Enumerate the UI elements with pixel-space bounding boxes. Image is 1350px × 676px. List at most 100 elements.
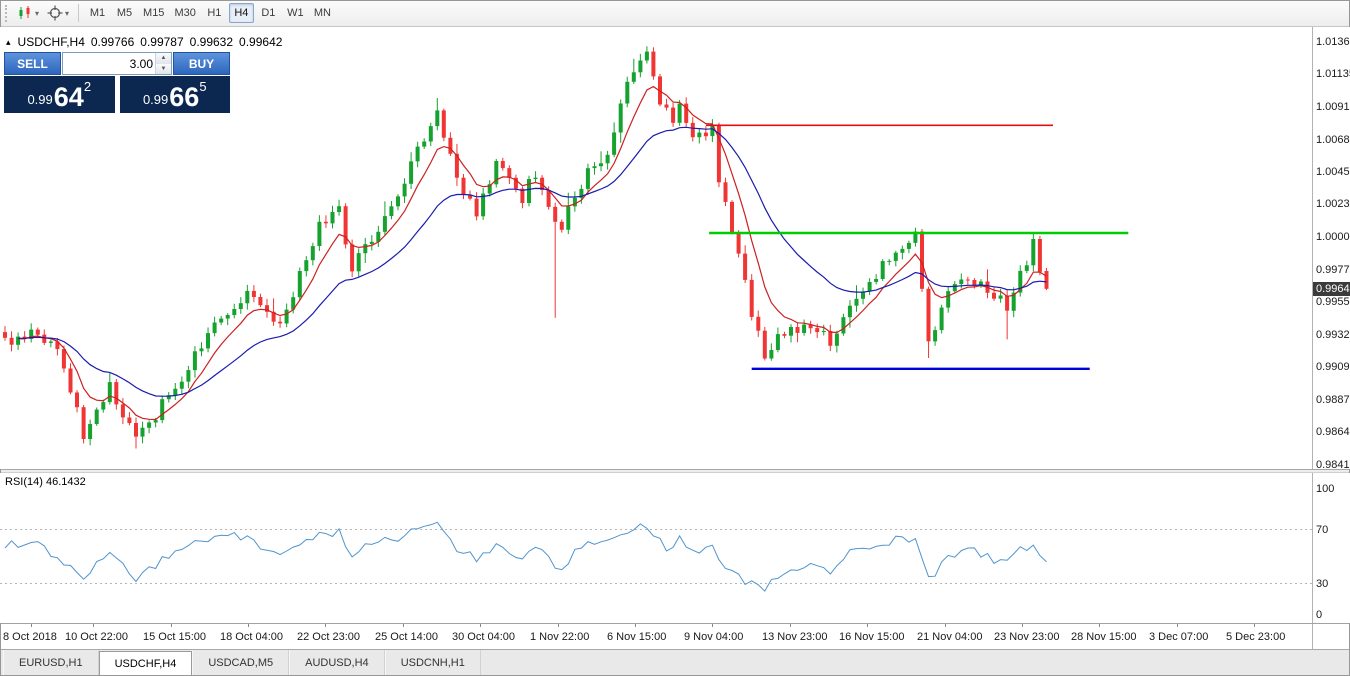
chart-tab-usdcnh-h1[interactable]: USDCNH,H1	[385, 650, 481, 676]
time-tick	[1177, 624, 1178, 627]
price-pane: ▴ USDCHF,H4 0.99766 0.99787 0.99632 0.99…	[0, 27, 1350, 469]
toolbar-separator	[78, 4, 79, 22]
time-tick	[1099, 624, 1100, 627]
price-tick: 1.00910	[1316, 101, 1350, 113]
chart-window: ▴ USDCHF,H4 0.99766 0.99787 0.99632 0.99…	[0, 27, 1350, 649]
rsi-tick: 0	[1316, 609, 1322, 621]
rsi-plot[interactable]: RSI(14) 46.1432	[0, 473, 1312, 623]
volume-up-icon[interactable]: ▲	[156, 53, 171, 64]
time-label: 8 Oct 2018	[3, 631, 57, 643]
sell-price-pip: 2	[84, 79, 91, 94]
price-axis[interactable]: 0.99642 1.013601.011351.009101.006801.00…	[1312, 27, 1350, 469]
rsi-axis[interactable]: 10070300	[1312, 473, 1350, 623]
chart-tab-audusd-h4[interactable]: AUDUSD,H4	[289, 650, 385, 676]
chart-type-icon[interactable]: ▾	[13, 3, 43, 24]
chart-tab-usdchf-h4[interactable]: USDCHF,H4	[99, 651, 193, 676]
buy-price-pip: 5	[199, 79, 206, 94]
time-axis-row: 8 Oct 2018 10 Oct 22:00 15 Oct 15:00 18 Oct…	[0, 623, 1350, 649]
buy-button[interactable]: BUY	[173, 52, 230, 75]
rsi-tick: 70	[1316, 524, 1328, 536]
ohlc-close: 0.99642	[239, 35, 282, 49]
price-tick: 0.98870	[1316, 394, 1350, 406]
toolbar-grip[interactable]	[5, 5, 10, 22]
rsi-tick: 100	[1316, 483, 1334, 495]
timeframe-h4[interactable]: H4	[229, 3, 254, 23]
timeframe-d1[interactable]: D1	[256, 3, 281, 23]
ohlc-low: 0.99632	[190, 35, 233, 49]
crosshair-icon[interactable]: ▾	[43, 3, 73, 24]
time-tick	[93, 624, 94, 627]
price-tick: 0.99095	[1316, 361, 1350, 373]
price-tick: 0.99320	[1316, 329, 1350, 341]
buy-price-display: 0.99 66 5	[120, 76, 231, 113]
timeframe-m30[interactable]: M30	[170, 3, 199, 23]
collapse-one-click-icon[interactable]: ▴	[6, 37, 11, 48]
axis-corner	[1312, 624, 1350, 649]
time-tick	[867, 624, 868, 627]
volume-value[interactable]: 3.00	[63, 53, 155, 74]
price-tick: 1.01135	[1316, 68, 1350, 80]
rsi-pane: RSI(14) 46.1432 10070300	[0, 473, 1350, 623]
time-tick	[248, 624, 249, 627]
time-label: 28 Nov 15:00	[1071, 631, 1136, 643]
chart-tab-eurusd-h1[interactable]: EURUSD,H1	[3, 650, 99, 676]
price-tick: 0.98645	[1316, 426, 1350, 438]
time-tick	[325, 624, 326, 627]
time-label: 16 Nov 15:00	[839, 631, 904, 643]
timeframe-h1[interactable]: H1	[202, 3, 227, 23]
sell-price-big: 64	[54, 84, 84, 110]
terminal-window: ▾ ▾ M1M5M15M30H1H4D1W1MN ▴ USDCHF,H4 0.9…	[0, 0, 1350, 676]
time-label: 15 Oct 15:00	[143, 631, 206, 643]
time-tick	[403, 624, 404, 627]
time-label: 18 Oct 04:00	[220, 631, 283, 643]
time-label: 25 Oct 14:00	[375, 631, 438, 643]
time-axis[interactable]: 8 Oct 2018 10 Oct 22:00 15 Oct 15:00 18 Oct…	[0, 624, 1312, 649]
sell-button[interactable]: SELL	[4, 52, 61, 75]
buy-price-prefix: 0.99	[143, 92, 168, 107]
symbol-label: USDCHF,H4	[18, 35, 85, 49]
time-tick	[790, 624, 791, 627]
price-tick: 1.00000	[1316, 231, 1350, 243]
chevron-down-icon: ▾	[65, 9, 69, 18]
sell-price-display: 0.99 64 2	[4, 76, 115, 113]
timeframe-m5[interactable]: M5	[112, 3, 137, 23]
price-tick: 1.00230	[1316, 198, 1350, 210]
chart-type-glyph	[17, 5, 33, 21]
ohlc-header: ▴ USDCHF,H4 0.99766 0.99787 0.99632 0.99…	[6, 35, 282, 49]
sell-price-prefix: 0.99	[27, 92, 52, 107]
price-plot[interactable]: ▴ USDCHF,H4 0.99766 0.99787 0.99632 0.99…	[0, 27, 1312, 469]
time-label: 1 Nov 22:00	[530, 631, 589, 643]
time-label: 21 Nov 04:00	[917, 631, 982, 643]
rsi-indicator-label: RSI(14) 46.1432	[5, 476, 86, 488]
price-tick: 0.99550	[1316, 296, 1350, 308]
rsi-line	[5, 522, 1047, 591]
time-label: 22 Oct 23:00	[297, 631, 360, 643]
time-label: 9 Nov 04:00	[684, 631, 743, 643]
chart-tab-bar: EURUSD,H1USDCHF,H4USDCAD,M5AUDUSD,H4USDC…	[0, 649, 1350, 676]
price-tick: 0.99775	[1316, 264, 1350, 276]
timeframe-group: M1M5M15M30H1H4D1W1MN	[84, 3, 336, 23]
time-tick	[31, 624, 32, 627]
timeframe-mn[interactable]: MN	[310, 3, 335, 23]
time-tick	[480, 624, 481, 627]
chevron-down-icon: ▾	[35, 9, 39, 18]
time-tick	[171, 624, 172, 627]
rsi-chart-svg[interactable]	[0, 473, 1312, 623]
timeframe-w1[interactable]: W1	[283, 3, 308, 23]
time-tick	[635, 624, 636, 627]
time-label: 3 Dec 07:00	[1149, 631, 1208, 643]
timeframe-m1[interactable]: M1	[85, 3, 110, 23]
toolbar: ▾ ▾ M1M5M15M30H1H4D1W1MN	[0, 0, 1350, 27]
time-label: 30 Oct 04:00	[452, 631, 515, 643]
time-label: 5 Dec 23:00	[1226, 631, 1285, 643]
time-label: 10 Oct 22:00	[65, 631, 128, 643]
buy-price-big: 66	[169, 84, 199, 110]
volume-stepper[interactable]: 3.00 ▲ ▼	[62, 52, 172, 75]
one-click-trading-panel: SELL 3.00 ▲ ▼ BUY 0.99	[4, 52, 230, 113]
time-label: 13 Nov 23:00	[762, 631, 827, 643]
chart-tab-usdcad-m5[interactable]: USDCAD,M5	[192, 650, 289, 676]
volume-arrows: ▲ ▼	[155, 53, 171, 74]
time-tick	[1254, 624, 1255, 627]
timeframe-m15[interactable]: M15	[139, 3, 168, 23]
volume-down-icon[interactable]: ▼	[156, 64, 171, 75]
